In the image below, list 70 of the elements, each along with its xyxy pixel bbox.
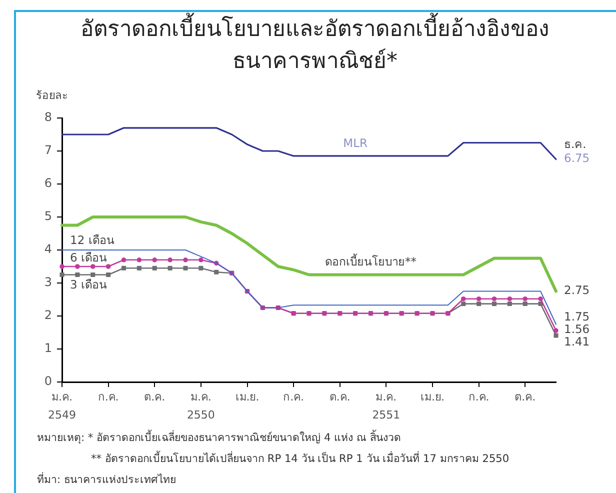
point bbox=[60, 272, 64, 278]
point bbox=[507, 296, 512, 302]
point bbox=[214, 270, 219, 274]
y-tick-label: 3 bbox=[44, 275, 52, 290]
point bbox=[554, 333, 558, 338]
y-tick-label: 5 bbox=[44, 209, 52, 224]
point bbox=[106, 264, 111, 269]
point bbox=[168, 266, 172, 270]
data-label: 1.56 bbox=[564, 322, 590, 336]
series-label: ดอกเบี้ยนโยบาย** bbox=[325, 254, 417, 269]
series-label: 6 เดือน bbox=[70, 250, 107, 264]
text: ธ.ค. bbox=[564, 137, 586, 152]
point bbox=[507, 302, 512, 306]
y-axis-title: ร้อยละ bbox=[36, 88, 68, 104]
series-label: 3 เดือน bbox=[70, 278, 107, 292]
point bbox=[538, 296, 543, 302]
series-label: MLR bbox=[343, 136, 368, 150]
point bbox=[198, 258, 204, 262]
x-tick-label: เม.ย. bbox=[420, 390, 444, 404]
x-tick-label: ม.ค. 2549 bbox=[48, 390, 76, 422]
text: ** อัตราดอกเบี้ยนโยบายได้เปลี่ยนจาก RP 14 วัน เป็น RP 1 วัน เมื่อวันที่ 17 มกราคม 2550 bbox=[91, 450, 510, 467]
x-tick-label: ก.ค. bbox=[98, 390, 119, 404]
x-tick-label: ก.ค. bbox=[468, 390, 490, 404]
y-tick-label: 0 bbox=[44, 374, 52, 388]
y-tick-label: 4 bbox=[44, 242, 52, 256]
point bbox=[121, 258, 126, 262]
point bbox=[75, 272, 80, 278]
point bbox=[152, 266, 157, 270]
data-label: 2.75 bbox=[564, 283, 590, 298]
point bbox=[461, 302, 466, 306]
point bbox=[106, 272, 111, 278]
point bbox=[554, 328, 558, 333]
y-tick-label: 1 bbox=[44, 341, 52, 356]
point bbox=[460, 296, 466, 302]
point bbox=[522, 296, 528, 302]
x-tick-label: ต.ค. bbox=[329, 390, 350, 404]
point bbox=[121, 266, 126, 270]
data-label: 1.75 bbox=[564, 310, 590, 324]
point bbox=[136, 258, 142, 262]
point bbox=[90, 264, 96, 269]
point bbox=[183, 266, 188, 270]
x-tick-label: เม.ย. bbox=[235, 390, 260, 404]
point bbox=[183, 258, 188, 262]
y-tick-label: 2 bbox=[44, 308, 52, 322]
data-label: 6.75 bbox=[564, 151, 590, 166]
point bbox=[152, 258, 158, 262]
series-label: 12 เดือน bbox=[70, 232, 114, 247]
text: ที่มา: ธนาคารแห่งประเทศไทย bbox=[37, 471, 176, 488]
data-label: 1.41 bbox=[564, 334, 590, 349]
y-tick-label: 7 bbox=[44, 143, 52, 158]
point bbox=[476, 302, 482, 306]
text: หมายเหตุ: * อัตราดอกเบี้ยเฉลี่ยของธนาคารพาณิชย์ขนาดใหญ่ 4 แห่ง ณ สิ้นงวด bbox=[37, 429, 401, 446]
chart-title: อัตราดอกเบี้ยนโยบายและอัตราดอกเบี้ยอ้างอิงของ ธนาคารพาณิชย์* bbox=[80, 14, 550, 76]
x-tick-label: ม.ค. 2551 bbox=[372, 390, 400, 422]
x-tick-label: ต.ค. bbox=[514, 390, 536, 404]
point bbox=[90, 272, 96, 278]
y-tick-label: 8 bbox=[44, 110, 52, 124]
x-tick-label: ก.ค. bbox=[283, 390, 304, 404]
x-tick-label: ม.ค. 2550 bbox=[186, 390, 215, 422]
point bbox=[75, 264, 80, 269]
point bbox=[492, 296, 497, 302]
point bbox=[198, 266, 204, 270]
y-tick-label: 6 bbox=[44, 176, 52, 190]
point bbox=[168, 258, 172, 262]
point bbox=[476, 296, 482, 302]
point bbox=[522, 302, 528, 306]
point bbox=[492, 302, 497, 306]
point bbox=[60, 264, 64, 269]
x-tick-label: ต.ค. bbox=[144, 390, 166, 404]
point bbox=[136, 266, 142, 270]
